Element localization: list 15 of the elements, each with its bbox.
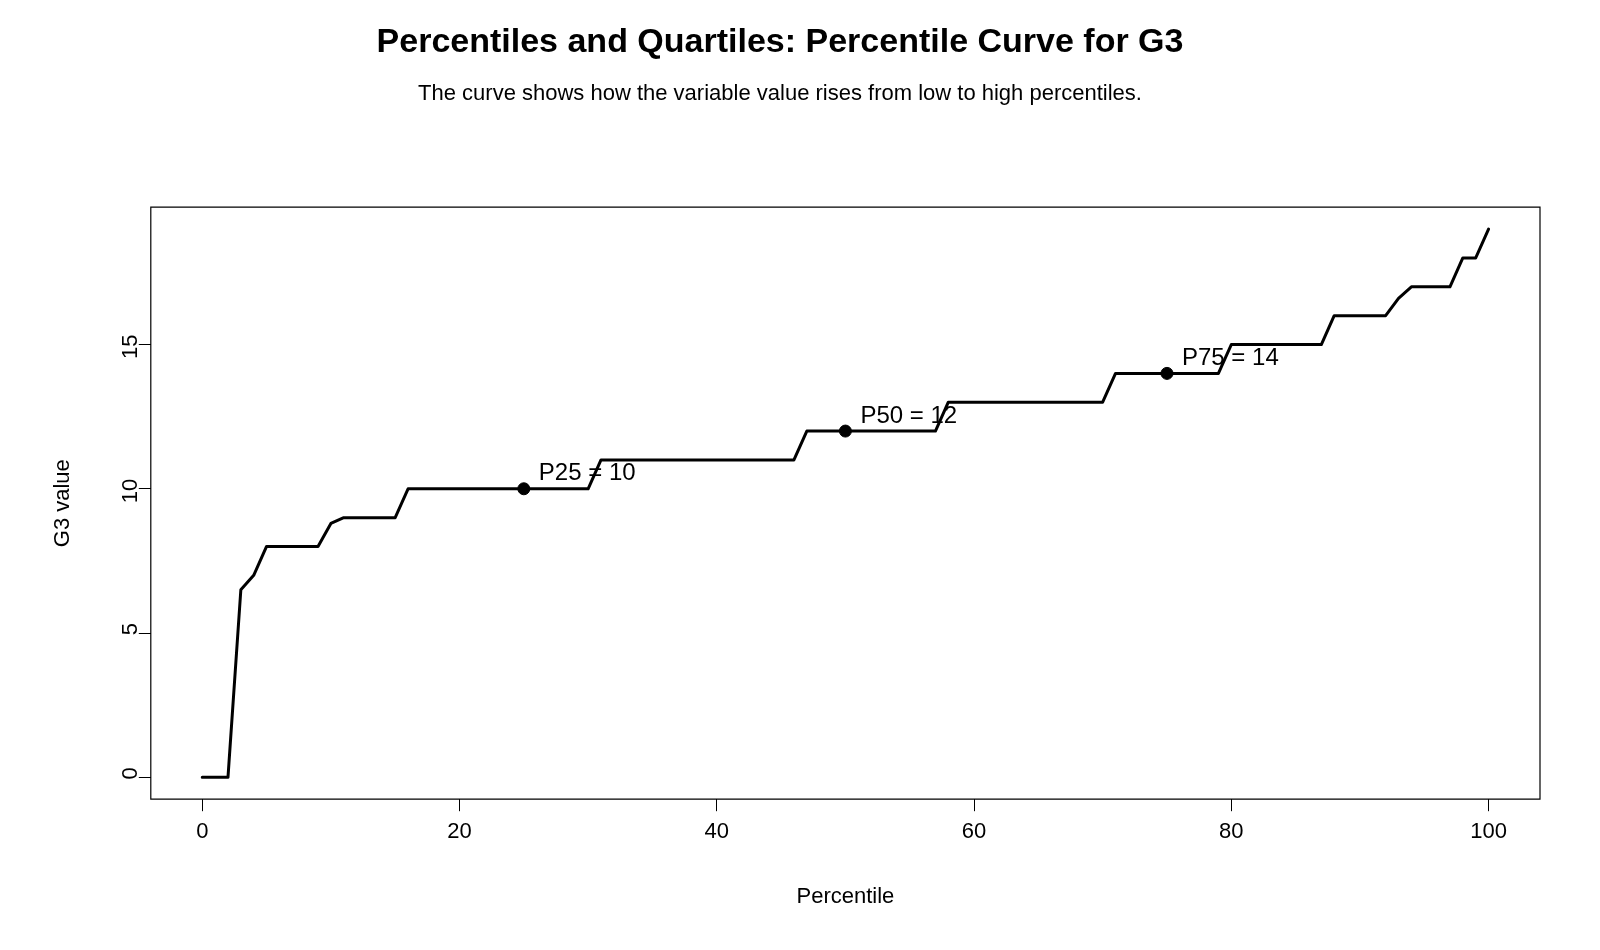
y-tick-label: 0 (116, 767, 142, 780)
x-tick-label: 60 (961, 818, 987, 844)
x-tick-label: 80 (1219, 818, 1244, 844)
y-tick-label: 15 (116, 334, 142, 360)
annotation: P75 = 14 (1181, 343, 1279, 370)
y-tick-label: 10 (116, 478, 142, 504)
x-tick-label: 100 (1470, 818, 1507, 844)
x-tick-label: 40 (704, 818, 730, 844)
x-tick-label: 0 (196, 818, 209, 844)
chart-title: Percentiles and Quartiles: Percentile Curve for G3 (376, 20, 1184, 59)
x-axis-title: Percentile (796, 882, 895, 908)
x-tick-label: 20 (447, 818, 472, 844)
y-axis-title: G3 value (49, 459, 75, 548)
y-tick-label: 5 (116, 623, 142, 636)
chart-subtitle: The curve shows how the variable value rises from low to high percentiles. (418, 80, 1142, 106)
